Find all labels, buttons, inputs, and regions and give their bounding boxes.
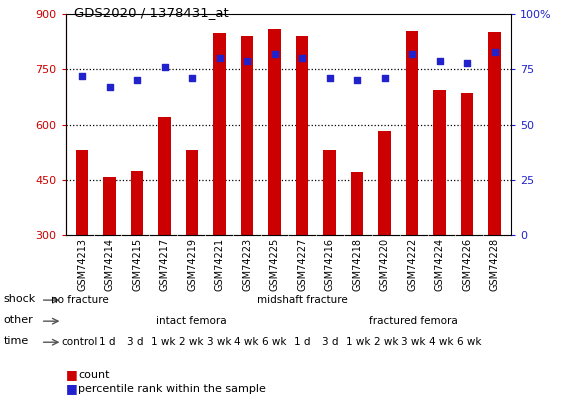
Point [325,75,334,81]
Bar [406,31,418,235]
Point [297,55,307,62]
Text: 3 wk: 3 wk [207,337,231,347]
Point [78,73,87,79]
Bar [351,173,363,235]
Text: 2 wk: 2 wk [179,337,203,347]
Point [435,57,444,64]
Point [105,84,114,90]
Text: GDS2020 / 1378431_at: GDS2020 / 1378431_at [74,6,229,19]
Text: shock: shock [3,294,35,304]
Point [352,77,361,84]
Point [215,55,224,62]
Text: 1 d: 1 d [294,337,311,347]
Text: control: control [62,337,98,347]
Text: 6 wk: 6 wk [457,337,481,347]
Text: 1 wk: 1 wk [151,337,175,347]
Text: no fracture: no fracture [51,295,108,305]
Text: 3 wk: 3 wk [401,337,426,347]
Bar [296,36,308,235]
Text: 1 d: 1 d [99,337,116,347]
Point [270,51,279,57]
Point [160,64,169,70]
Bar [268,29,281,235]
Text: 1 wk: 1 wk [345,337,370,347]
Bar [323,150,336,235]
Bar [186,150,198,235]
Bar [214,32,226,235]
Point [243,57,252,64]
Text: midshaft fracture: midshaft fracture [257,295,348,305]
Bar [103,177,116,235]
Text: 2 wk: 2 wk [373,337,398,347]
Text: 6 wk: 6 wk [262,337,287,347]
Text: 4 wk: 4 wk [234,337,259,347]
Text: 4 wk: 4 wk [429,337,454,347]
Text: ■: ■ [66,368,78,381]
Bar [131,171,143,235]
Point [187,75,196,81]
Bar [488,32,501,235]
Point [463,60,472,66]
Point [408,51,417,57]
Bar [379,131,391,235]
Text: 3 d: 3 d [127,337,143,347]
Text: count: count [78,370,110,379]
Text: percentile rank within the sample: percentile rank within the sample [78,384,266,394]
Bar [76,150,89,235]
Bar [461,93,473,235]
Text: intact femora: intact femora [156,316,226,326]
Text: ■: ■ [66,382,78,395]
Point [490,49,499,55]
Bar [158,117,171,235]
Text: other: other [3,315,33,325]
Text: fractured femora: fractured femora [369,316,458,326]
Text: time: time [3,336,29,346]
Point [132,77,142,84]
Text: 3 d: 3 d [322,337,339,347]
Bar [241,36,254,235]
Point [380,75,389,81]
Bar [433,90,446,235]
